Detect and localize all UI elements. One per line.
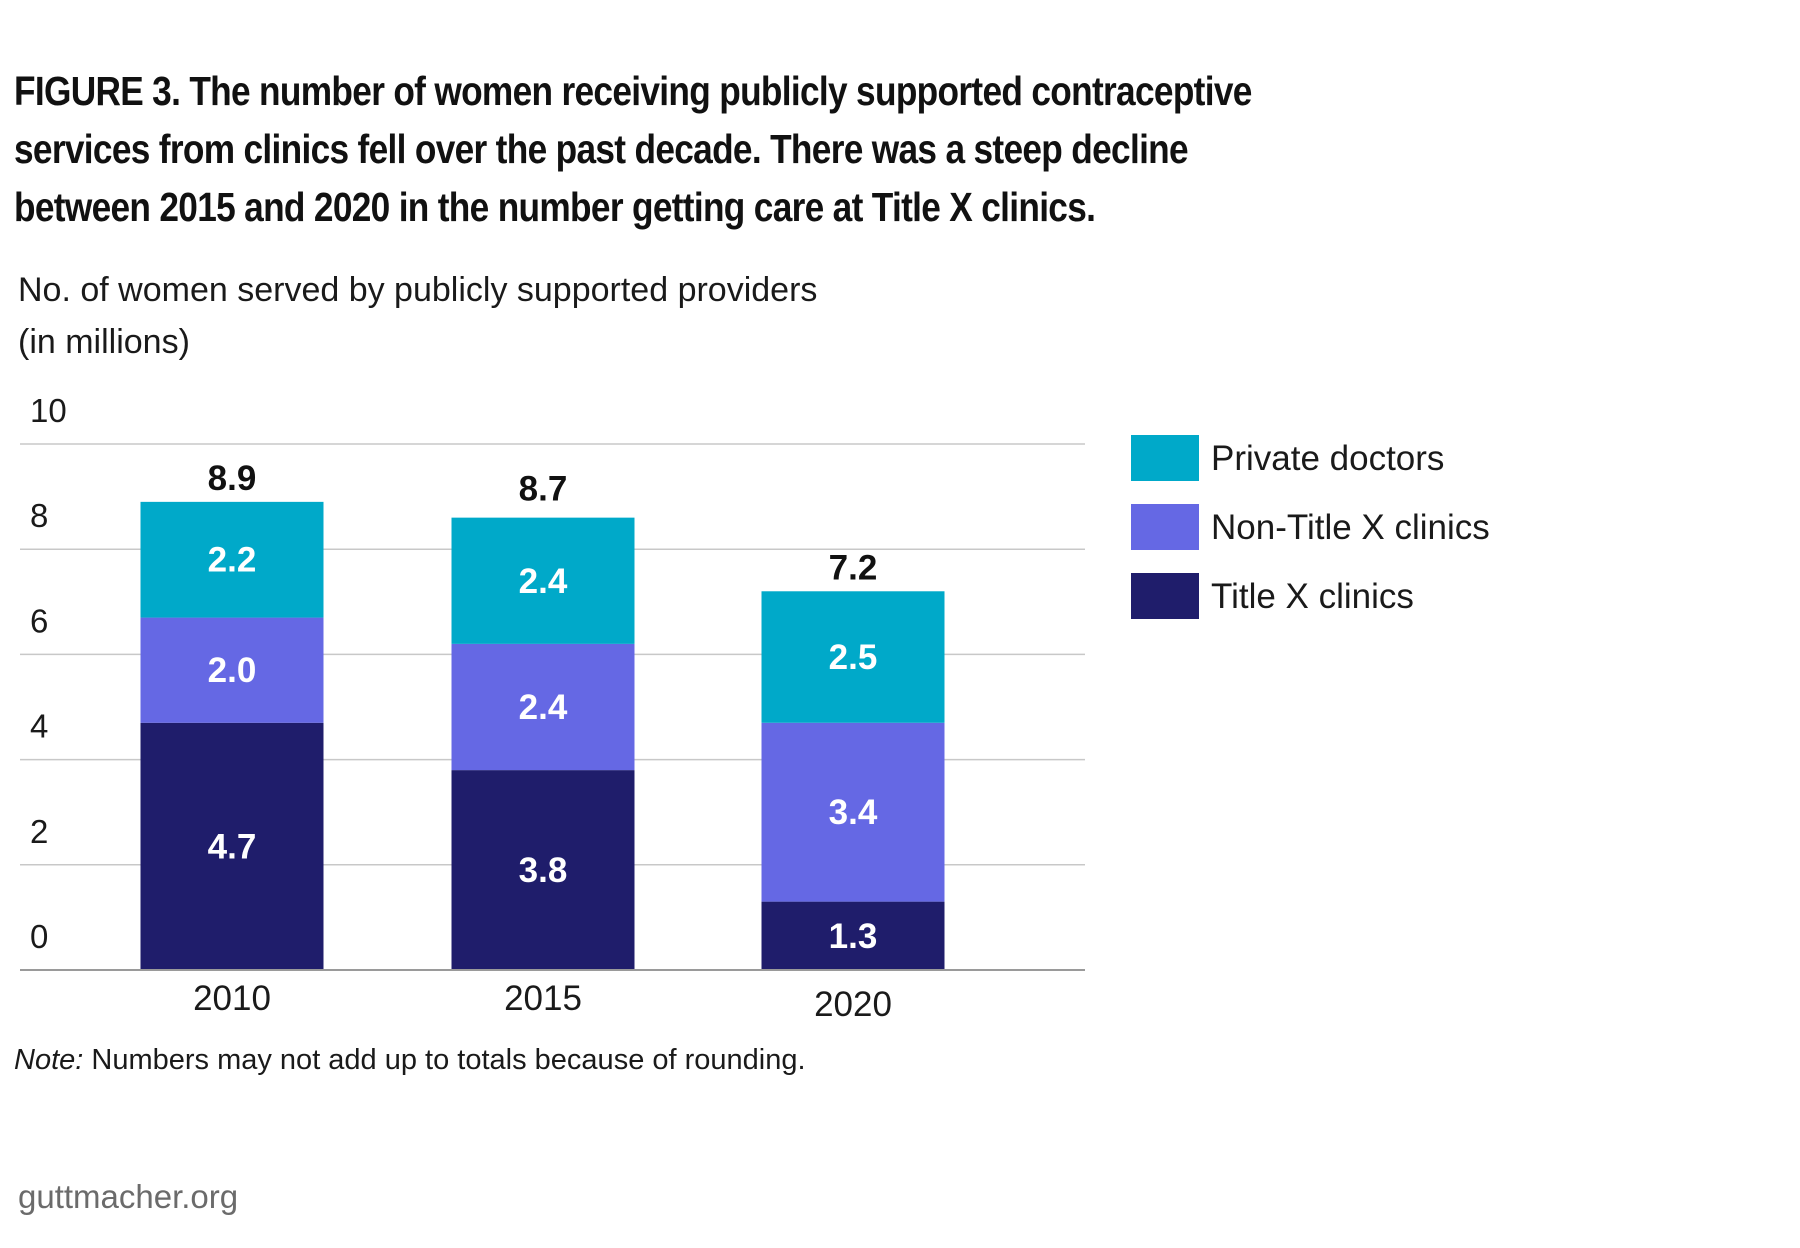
data-label: 2.4	[519, 562, 568, 601]
y-tick-label: 8	[30, 497, 48, 534]
y-tick-label: 6	[30, 602, 48, 639]
footnote-text: Numbers may not add up to totals because…	[91, 1044, 806, 1076]
y-axis-title-line2: (in millions)	[18, 323, 190, 361]
y-axis-title: No. of women served by publicly supporte…	[18, 264, 998, 368]
legend-swatch	[1131, 435, 1199, 481]
data-label: 2.4	[519, 688, 568, 727]
data-label: 4.7	[208, 827, 257, 866]
total-label: 8.9	[208, 459, 257, 498]
bar-segment	[451, 517, 635, 644]
y-tick-label: 4	[30, 708, 48, 745]
bar-segment	[451, 770, 635, 970]
legend-label: Non-Title X clinics	[1211, 508, 1490, 547]
x-tick-label: 2015	[504, 979, 582, 1018]
y-tick-label: 2	[30, 813, 48, 850]
y-tick-label: 0	[30, 918, 48, 955]
bar-segment	[761, 722, 945, 902]
legend-label: Private doctors	[1211, 439, 1444, 478]
footnote: Note: Numbers may not add up to totals b…	[14, 1044, 806, 1077]
x-tick-label: 2020	[814, 985, 892, 1024]
total-label: 8.7	[519, 469, 568, 508]
data-label: 3.8	[519, 851, 568, 890]
data-label: 2.2	[208, 541, 257, 580]
legend-swatch	[1131, 504, 1199, 550]
y-axis-title-line1: No. of women served by publicly supporte…	[18, 271, 818, 309]
footnote-prefix: Note:	[14, 1044, 84, 1076]
y-tick-label: 10	[30, 392, 67, 429]
data-label: 2.0	[208, 651, 257, 690]
source-credit: guttmacher.org	[18, 1178, 239, 1215]
legend-label: Title X clinics	[1211, 577, 1414, 616]
total-label: 7.2	[829, 548, 878, 587]
bar-segment	[761, 591, 945, 723]
bar-segment	[761, 901, 945, 970]
data-label: 3.4	[829, 793, 878, 832]
data-label: 1.3	[829, 917, 878, 956]
bar-segment	[140, 617, 324, 723]
chart-title: FIGURE 3. The number of women receiving …	[14, 68, 1252, 230]
bar-segment	[451, 643, 635, 771]
bar-segment	[140, 722, 324, 970]
data-label: 2.5	[829, 638, 878, 677]
legend-swatch	[1131, 573, 1199, 619]
bar-segment	[140, 501, 324, 618]
x-tick-label: 2010	[193, 979, 271, 1018]
